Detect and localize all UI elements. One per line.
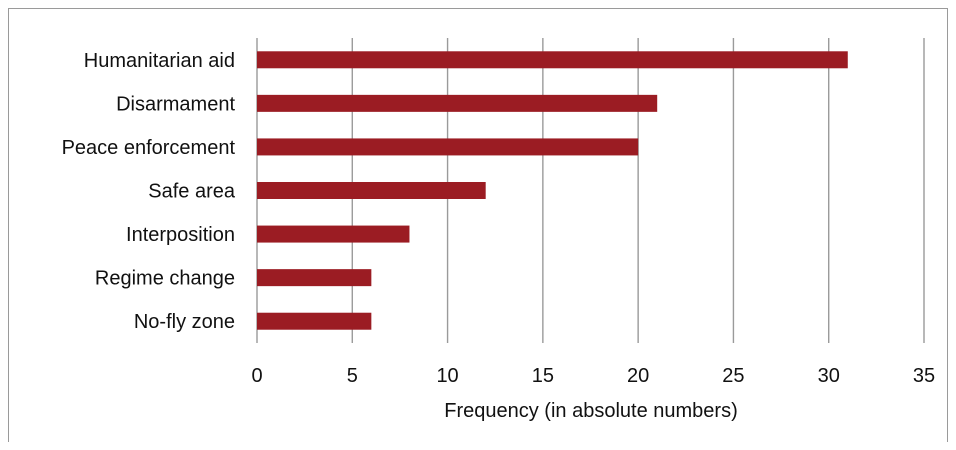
category-label: Safe area — [148, 181, 236, 203]
bar — [257, 138, 639, 156]
x-tick-labels: 0 5 10 15 20 25 30 35 — [251, 365, 935, 387]
x-tick-label: 20 — [627, 365, 649, 387]
bar — [257, 94, 658, 112]
bars — [257, 51, 848, 330]
category-label: Regime change — [95, 268, 235, 290]
chart-frame — [8, 8, 948, 442]
bar — [257, 312, 372, 330]
category-label: No-fly zone — [134, 311, 235, 333]
bar — [257, 51, 848, 69]
x-axis-title: Frequency (in absolute numbers) — [444, 400, 737, 422]
category-label: Interposition — [126, 224, 235, 246]
category-label: Humanitarian aid — [84, 50, 235, 72]
x-tick-label: 10 — [436, 365, 458, 387]
bar — [257, 225, 410, 243]
bar — [257, 182, 486, 199]
bar — [257, 269, 372, 287]
category-labels: Humanitarian aid Disarmament Peace enforce… — [62, 50, 236, 333]
x-tick-label: 25 — [722, 365, 744, 387]
category-label: Peace enforcement — [62, 137, 236, 159]
x-tick-label: 35 — [913, 365, 935, 387]
x-tick-label: 0 — [251, 365, 262, 387]
x-tick-label: 5 — [347, 365, 358, 387]
x-tick-label: 30 — [818, 365, 840, 387]
category-label: Disarmament — [116, 93, 235, 115]
x-tick-label: 15 — [532, 365, 554, 387]
